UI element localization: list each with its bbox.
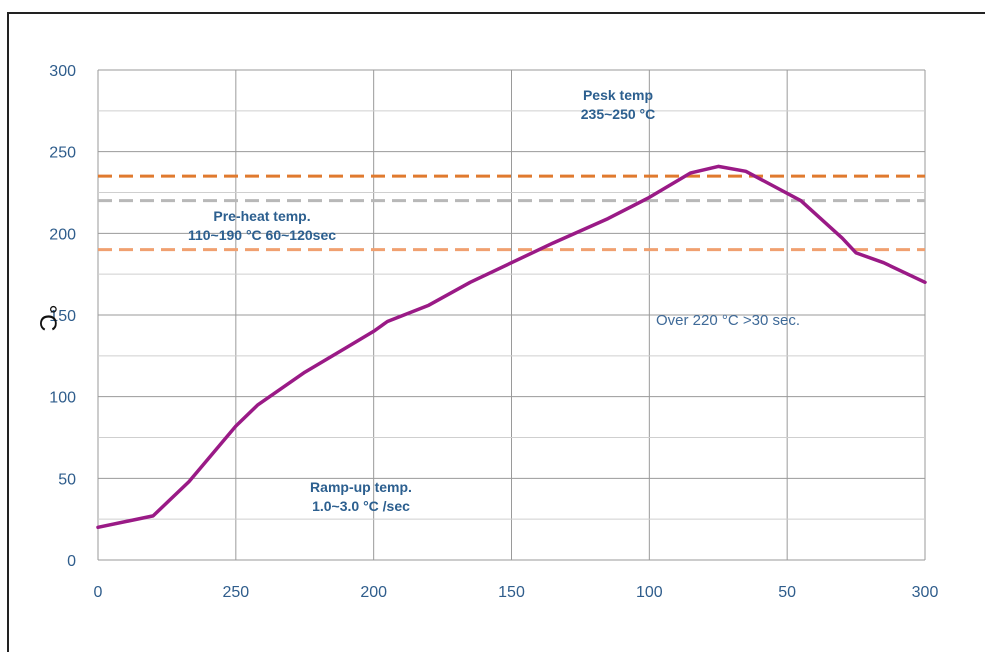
y-tick-label: 0: [67, 553, 76, 570]
annotation-peak-line1: Pesk temp: [583, 87, 653, 103]
grid: [97, 69, 926, 561]
y-tick-label: 100: [49, 390, 76, 407]
y-tick-label: 150: [49, 308, 76, 325]
x-axis-ticks: 0 250 200 150 100 50 300: [94, 584, 939, 601]
annotation-over: Over 220 °C >30 sec.: [656, 312, 800, 329]
annotation-preheat-line1: Pre-heat temp.: [213, 208, 310, 224]
series-line: [96, 164, 927, 530]
y-axis-ticks: 0 50 100 150 200 250 300: [49, 63, 76, 570]
y-tick-label: 200: [49, 226, 76, 243]
annotation-preheat-line2: 110~190 °C 60~120sec: [188, 227, 336, 243]
x-tick-label: 50: [778, 584, 796, 601]
annotation-ramp-line1: Ramp-up temp.: [310, 479, 412, 495]
x-tick-label: 0: [94, 584, 103, 601]
annotation-peak-line2: 235~250 °C: [581, 106, 656, 122]
y-tick-label: 300: [49, 63, 76, 80]
x-tick-label: 250: [222, 584, 249, 601]
x-tick-label: 100: [636, 584, 663, 601]
y-axis-label: °C: [34, 305, 61, 332]
x-tick-label: 300: [912, 584, 939, 601]
y-tick-label: 250: [49, 145, 76, 162]
annotation-ramp-line2: 1.0~3.0 °C /sec: [312, 498, 410, 514]
series: [96, 164, 927, 530]
y-tick-label: 50: [58, 471, 76, 488]
reference-lines: [98, 174, 925, 252]
chart-frame: [7, 12, 985, 652]
x-tick-label: 150: [498, 584, 525, 601]
x-tick-label: 200: [360, 584, 387, 601]
